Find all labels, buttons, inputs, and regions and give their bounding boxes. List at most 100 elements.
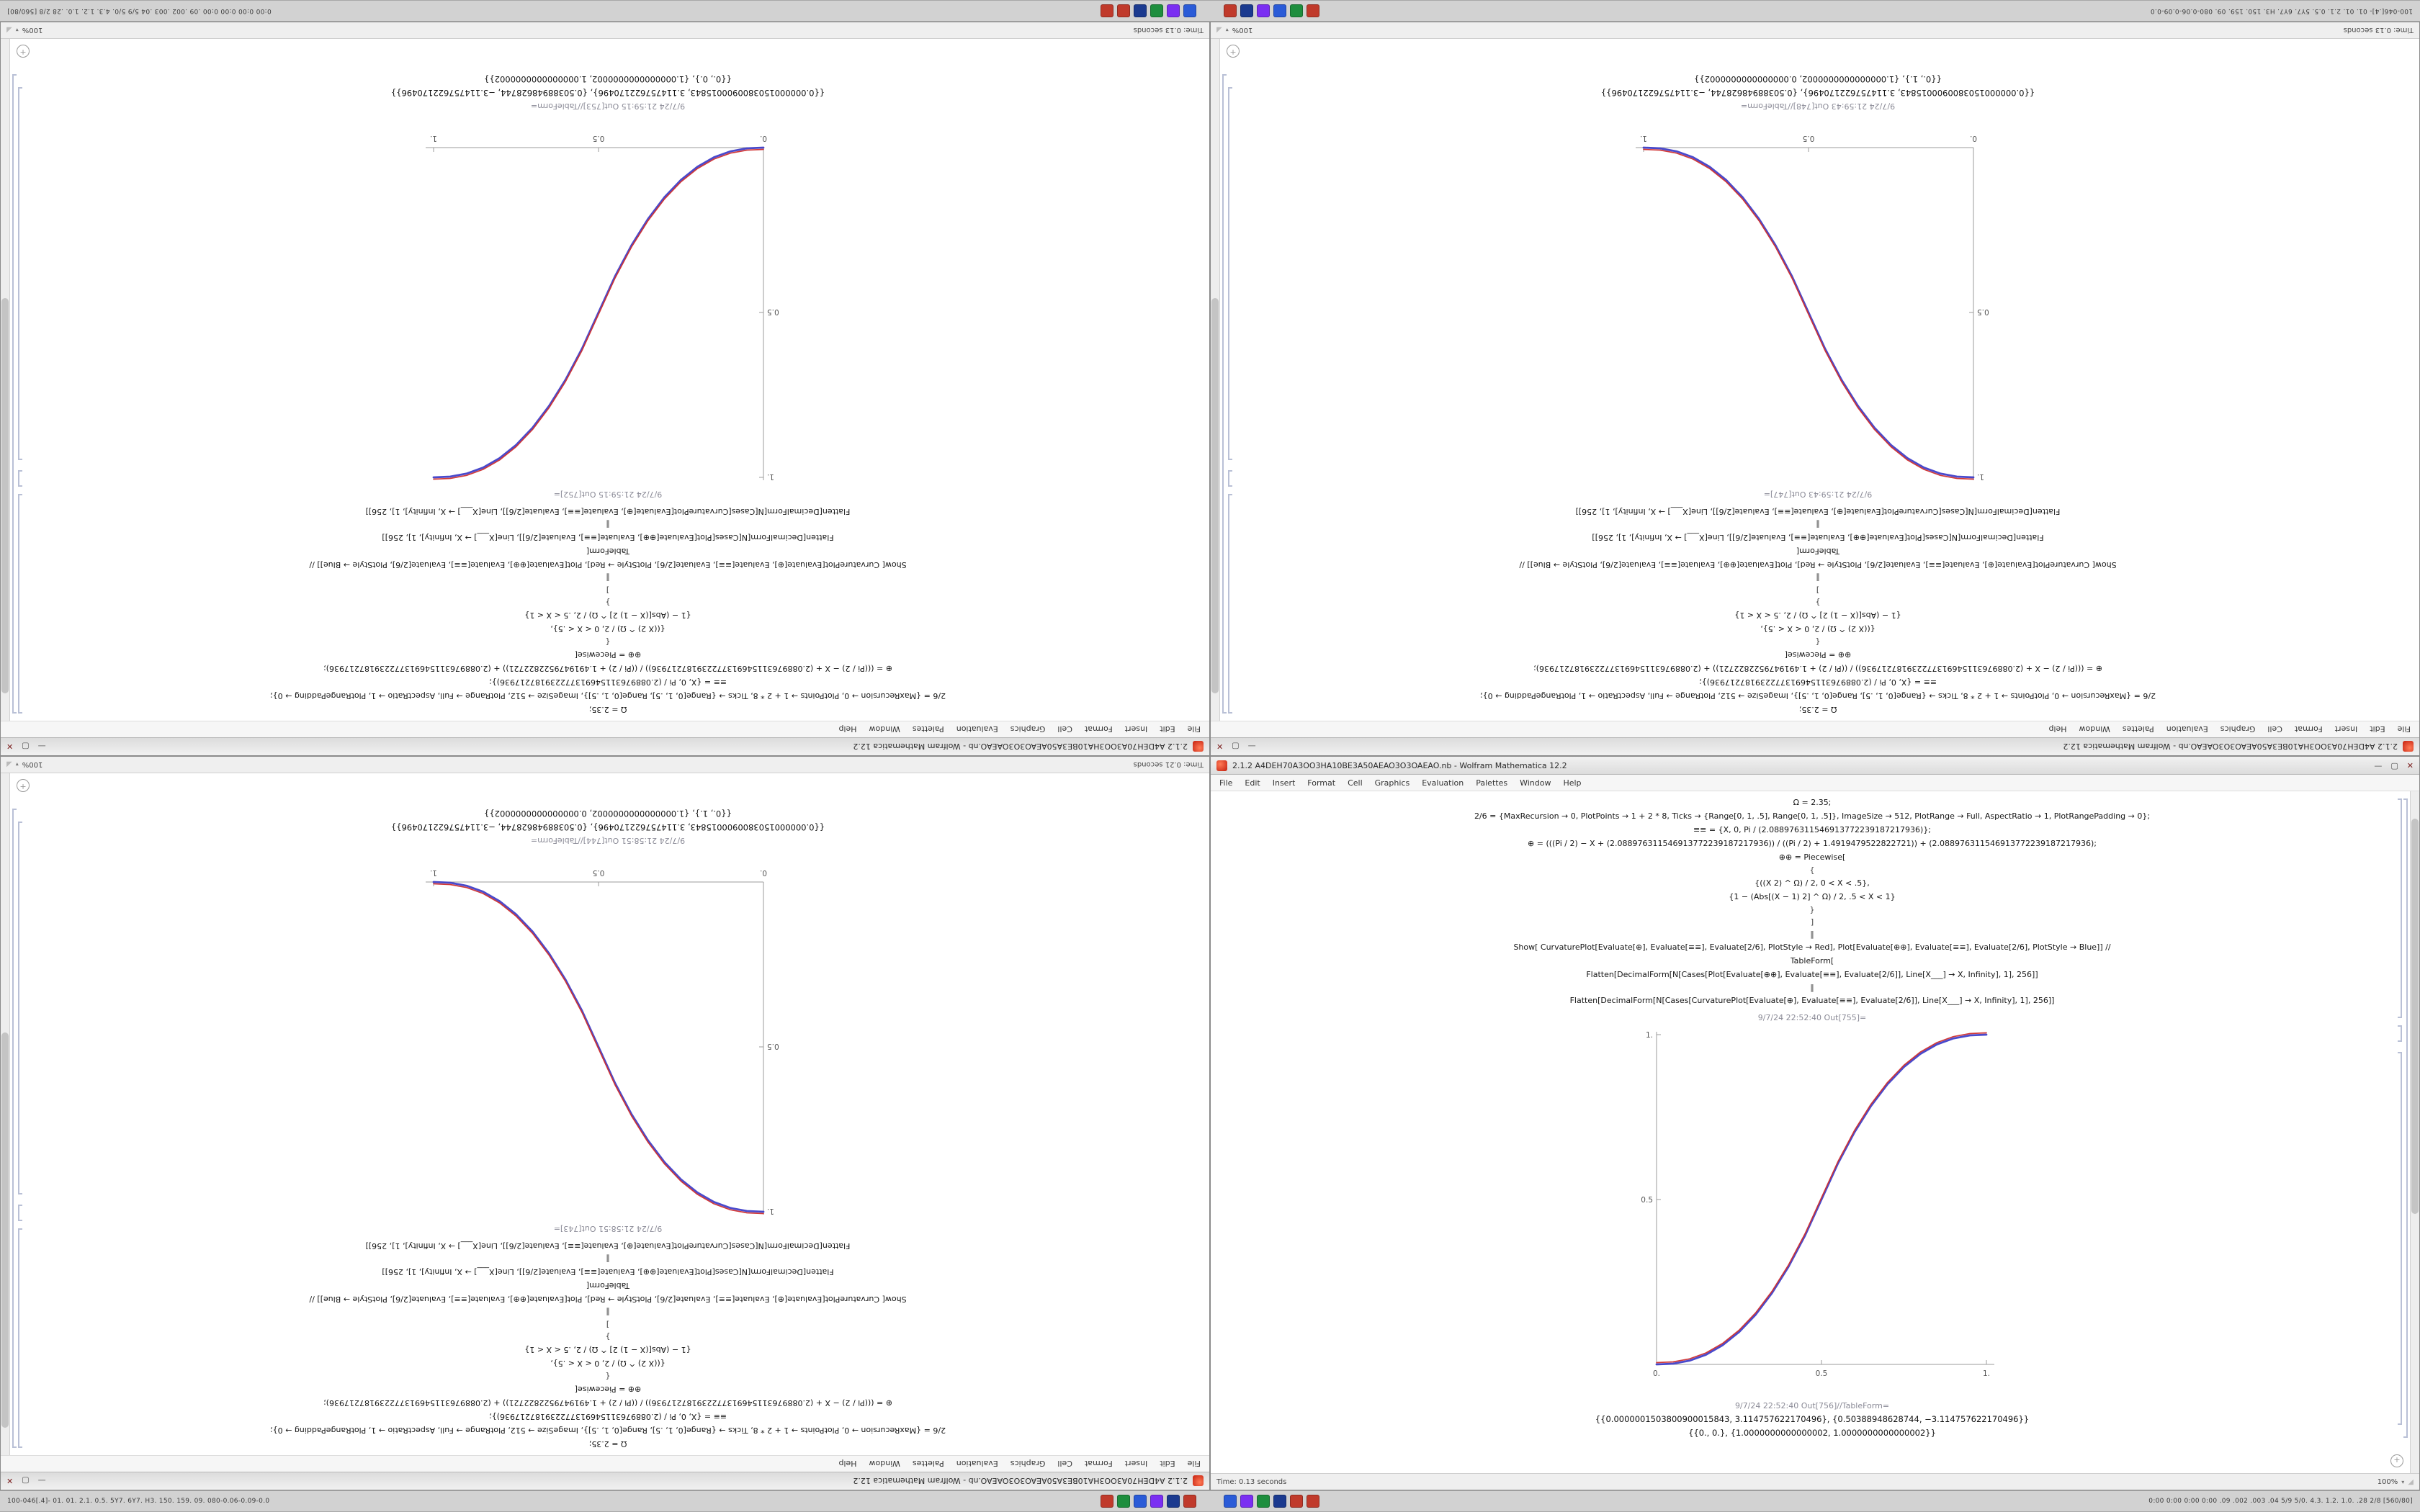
- menu-window[interactable]: Window: [1520, 778, 1551, 788]
- notebook-content[interactable]: Ω = 2.35; 2/6 = {MaxRecursion → 0, PlotPo…: [1211, 39, 2419, 721]
- code-line[interactable]: }: [1815, 598, 1821, 607]
- zoom-control[interactable]: 100% ▾ ◢: [6, 761, 42, 769]
- menu-evaluation[interactable]: Evaluation: [956, 1459, 998, 1469]
- taskbar-app-icon-1[interactable]: [1183, 4, 1196, 17]
- code-line[interactable]: ⊕⊕ = Piecewise[: [1778, 852, 1846, 862]
- code-line[interactable]: {1 − (Abs[(X − 1) 2] ^ Ω) / 2, .5 < X < …: [1734, 611, 1901, 620]
- code-line[interactable]: Flatten[DecimalForm[N[Cases[Plot[Evaluat…: [382, 1267, 834, 1277]
- output-row[interactable]: {{0.0000001503800900015843, 3.1147576221…: [1600, 88, 2035, 98]
- code-line[interactable]: Flatten[DecimalForm[N[Cases[Plot[Evaluat…: [382, 533, 834, 542]
- menu-graphics[interactable]: Graphics: [2220, 724, 2256, 734]
- taskbar-app-icon-2[interactable]: [1167, 4, 1180, 17]
- menu-window[interactable]: Window: [2079, 724, 2110, 734]
- menu-evaluation[interactable]: Evaluation: [956, 724, 998, 734]
- code-line[interactable]: ‖: [606, 1254, 610, 1264]
- code-line[interactable]: ‖: [1810, 983, 1814, 992]
- output-row[interactable]: {{0., 1.}, {1.0000000000000002, 0.000000…: [1694, 74, 1942, 84]
- menu-cell[interactable]: Cell: [1057, 724, 1072, 734]
- cell-bracket[interactable]: [2398, 798, 2402, 1019]
- taskbar-app-icon-4[interactable]: [1273, 1495, 1286, 1508]
- code-line[interactable]: ‖: [606, 520, 610, 529]
- notebook-assistant-icon[interactable]: +: [1227, 45, 1240, 58]
- menu-window[interactable]: Window: [869, 724, 900, 734]
- menu-insert[interactable]: Insert: [1124, 1459, 1148, 1469]
- taskbar-app-icon-5[interactable]: [1117, 4, 1130, 17]
- code-line[interactable]: ]: [606, 585, 610, 595]
- close-button[interactable]: ✕: [2406, 760, 2414, 770]
- scrollbar-thumb[interactable]: [1, 1032, 9, 1428]
- taskbar-bottom[interactable]: 100-046[.4]- 01. 01. 2.1. 0.5. 5Y7. 6Y7.…: [0, 1490, 2420, 1512]
- code-line[interactable]: Show[ CurvaturePlot[Evaluate[⊕], Evaluat…: [1513, 942, 2111, 952]
- code-line[interactable]: ≡≡ = {X, 0, Pi / (2.08897631154691377223…: [1693, 825, 1932, 834]
- code-line[interactable]: {: [605, 637, 611, 647]
- output-row[interactable]: {{0., 0.}, {1.0000000000000002, 1.000000…: [484, 74, 732, 84]
- menu-edit[interactable]: Edit: [1160, 1459, 1175, 1469]
- zoom-dropdown-icon[interactable]: ▾: [1225, 27, 1229, 34]
- menu-format[interactable]: Format: [1307, 778, 1336, 788]
- code-line[interactable]: ≡≡ = {X, 0, Pi / (2.08897631154691377223…: [488, 1412, 727, 1421]
- zoom-level[interactable]: 100%: [2377, 1477, 2398, 1486]
- code-line[interactable]: ⊕ = (((Pi / 2) − X + (2.0889763115469137…: [323, 1398, 892, 1408]
- close-button[interactable]: ✕: [6, 1476, 14, 1486]
- menu-graphics[interactable]: Graphics: [1010, 724, 1046, 734]
- taskbar-app-icon-3[interactable]: [1273, 4, 1286, 17]
- taskbar-app-icon-4[interactable]: [1150, 1495, 1163, 1508]
- menu-format[interactable]: Format: [2294, 724, 2323, 734]
- code-line[interactable]: ⊕ = (((Pi / 2) − X + (2.0889763115469137…: [1533, 664, 2102, 673]
- plot-output-cell[interactable]: 0. 0.5 1. 0.5 1.: [1634, 118, 2000, 485]
- taskbar-app-icon-6[interactable]: [1307, 1495, 1319, 1508]
- menu-help[interactable]: Help: [2048, 724, 2067, 734]
- window-titlebar[interactable]: 2.1.2 A4DEH70A3OO3HA10BE3A50AEAO3O3OAEAO…: [1, 1472, 1209, 1490]
- taskbar-app-icon-2[interactable]: [1290, 4, 1303, 17]
- code-line[interactable]: ]: [1810, 917, 1814, 927]
- cell-bracket[interactable]: [12, 74, 17, 714]
- code-line[interactable]: ⊕ = (((Pi / 2) − X + (2.0889763115469137…: [323, 664, 892, 673]
- code-line[interactable]: ‖: [606, 573, 610, 582]
- menu-edit[interactable]: Edit: [1160, 724, 1175, 734]
- scrollbar-thumb[interactable]: [1211, 297, 1219, 694]
- output-row[interactable]: {{0.0000001503800900015843, 3.1147576221…: [390, 88, 825, 98]
- maximize-button[interactable]: ▢: [2390, 760, 2398, 770]
- code-line[interactable]: TableForm[: [586, 1281, 630, 1290]
- code-line[interactable]: ‖: [1816, 573, 1820, 582]
- code-line[interactable]: ⊕⊕ = Piecewise[: [574, 1385, 642, 1394]
- notebook-content[interactable]: Ω = 2.35; 2/6 = {MaxRecursion → 0, PlotPo…: [1, 773, 1209, 1455]
- output-row[interactable]: {{0., 1.}, {1.0000000000000002, 0.000000…: [484, 809, 732, 819]
- minimize-button[interactable]: —: [2374, 760, 2383, 770]
- code-line[interactable]: Flatten[DecimalForm[N[Cases[CurvaturePlo…: [365, 507, 851, 516]
- minimize-button[interactable]: —: [37, 1476, 46, 1486]
- code-line[interactable]: TableForm[: [1796, 546, 1840, 556]
- cell-bracket[interactable]: [1222, 74, 1227, 714]
- code-line[interactable]: ‖: [1810, 930, 1814, 939]
- window-titlebar[interactable]: 2.1.2 A4DEH70A3OO3HA10BE3A50AEAO3O3OAEAO…: [1211, 757, 2419, 775]
- code-line[interactable]: Flatten[DecimalForm[N[Cases[CurvaturePlo…: [1575, 507, 2061, 516]
- menu-format[interactable]: Format: [1084, 724, 1113, 734]
- zoom-dropdown-icon[interactable]: ▾: [15, 27, 19, 34]
- code-line[interactable]: ]: [606, 1320, 610, 1329]
- close-button[interactable]: ✕: [1216, 742, 1224, 752]
- code-line[interactable]: {1 − (Abs[(X − 1) 2] ^ Ω) / 2, .5 < X < …: [524, 611, 691, 620]
- menu-file[interactable]: File: [1187, 1459, 1201, 1469]
- menu-cell[interactable]: Cell: [1348, 778, 1363, 788]
- code-line[interactable]: Ω = 2.35;: [588, 705, 627, 714]
- scrollbar-thumb[interactable]: [2411, 818, 2419, 1215]
- menu-graphics[interactable]: Graphics: [1374, 778, 1410, 788]
- cell-bracket[interactable]: [2398, 1051, 2402, 1425]
- cell-brackets[interactable]: [12, 782, 24, 1448]
- code-line[interactable]: Flatten[DecimalForm[N[Cases[Plot[Evaluat…: [1586, 970, 2038, 979]
- menu-file[interactable]: File: [1187, 724, 1201, 734]
- code-line[interactable]: Show[ CurvaturePlot[Evaluate[⊕], Evaluat…: [1519, 560, 2117, 570]
- taskbar-app-icon-6[interactable]: [1183, 1495, 1196, 1508]
- menu-help[interactable]: Help: [1563, 778, 1582, 788]
- plot-output-cell[interactable]: 0. 0.5 1. 0.5 1.: [1631, 1027, 1996, 1394]
- code-line[interactable]: {: [1815, 637, 1821, 647]
- code-line[interactable]: Show[ CurvaturePlot[Evaluate[⊕], Evaluat…: [309, 560, 907, 570]
- cell-bracket[interactable]: [18, 822, 22, 1195]
- zoom-dropdown-icon[interactable]: ▾: [2401, 1478, 2405, 1485]
- cell-bracket[interactable]: [12, 809, 17, 1448]
- output-row[interactable]: {{0., 0.}, {1.0000000000000002, 1.000000…: [1688, 1428, 1936, 1438]
- code-line[interactable]: {1 − (Abs[(X − 1) 2] ^ Ω) / 2, .5 < X < …: [524, 1345, 691, 1354]
- menu-format[interactable]: Format: [1084, 1459, 1113, 1469]
- code-line[interactable]: ⊕⊕ = Piecewise[: [1784, 650, 1852, 660]
- cell-bracket[interactable]: [2403, 798, 2408, 1438]
